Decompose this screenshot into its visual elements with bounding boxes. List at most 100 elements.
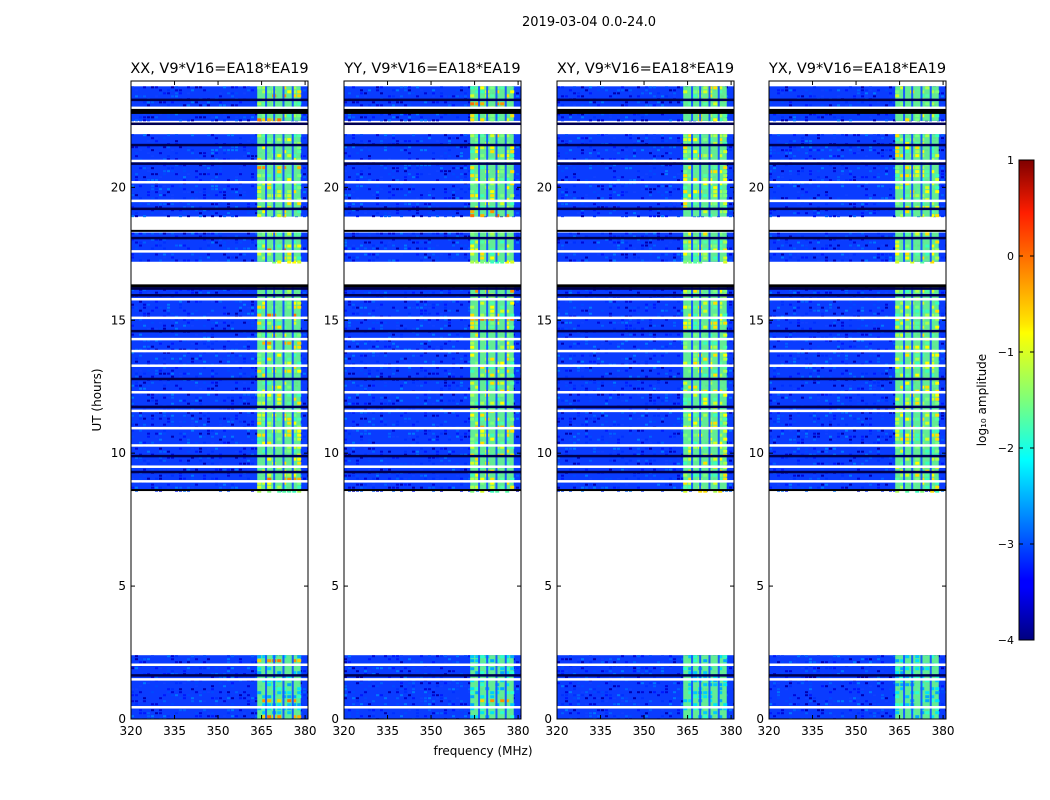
dark-row bbox=[344, 470, 521, 474]
flagged-row bbox=[557, 426, 734, 430]
dark-row bbox=[557, 329, 734, 333]
colorbar-tick-label: −1 bbox=[998, 346, 1014, 359]
dark-row bbox=[344, 207, 521, 211]
band-gap bbox=[911, 134, 914, 217]
y-tick-label: 5 bbox=[756, 579, 764, 593]
y-tick-label: 15 bbox=[537, 313, 552, 327]
band-gap bbox=[699, 232, 702, 262]
x-tick-label: 335 bbox=[163, 724, 186, 738]
band-gap bbox=[903, 86, 906, 121]
flagged-row bbox=[344, 316, 521, 320]
band-gap bbox=[691, 134, 694, 217]
flagged-row bbox=[344, 706, 521, 709]
band-gap bbox=[282, 232, 285, 262]
y-tick-label: 10 bbox=[324, 446, 339, 460]
dark-row bbox=[131, 207, 308, 211]
x-tick-label: 350 bbox=[207, 724, 230, 738]
x-tick-label: 320 bbox=[546, 724, 569, 738]
x-tick-label: 335 bbox=[801, 724, 824, 738]
band-gap bbox=[929, 285, 932, 491]
y-tick-label: 0 bbox=[544, 712, 552, 726]
dark-row bbox=[557, 98, 734, 102]
dark-row bbox=[769, 236, 946, 240]
dark-row bbox=[769, 674, 946, 677]
separator-row bbox=[131, 229, 308, 232]
flagged-row bbox=[131, 199, 308, 203]
dark-row bbox=[344, 674, 521, 677]
dark-row bbox=[769, 454, 946, 458]
band-gap bbox=[486, 285, 489, 491]
dark-row bbox=[131, 405, 308, 409]
x-tick-label: 350 bbox=[845, 724, 868, 738]
band-gap bbox=[691, 232, 694, 262]
band-gap bbox=[903, 134, 906, 217]
flagged-row bbox=[769, 297, 946, 301]
band-gap bbox=[691, 655, 694, 719]
separator-row bbox=[557, 229, 734, 232]
flagged-row bbox=[557, 444, 734, 447]
flagged-row bbox=[131, 678, 308, 681]
dark-row bbox=[131, 454, 308, 458]
dark-row bbox=[557, 470, 734, 474]
band-gap bbox=[708, 232, 711, 262]
x-tick-label: 365 bbox=[250, 724, 273, 738]
flagged-row bbox=[131, 409, 308, 413]
band-gap bbox=[291, 655, 294, 719]
dark-row bbox=[344, 454, 521, 458]
band-gap bbox=[717, 86, 720, 121]
separator-row bbox=[344, 108, 521, 114]
flagged-row bbox=[769, 444, 946, 447]
band-gap bbox=[903, 285, 906, 491]
flagged-row bbox=[344, 181, 521, 184]
flagged-row bbox=[557, 465, 734, 468]
dark-row bbox=[131, 377, 308, 381]
band-gap bbox=[478, 655, 481, 719]
band-gap bbox=[717, 232, 720, 262]
x-tick-label: 320 bbox=[333, 724, 356, 738]
band-gap bbox=[282, 285, 285, 491]
band-gap bbox=[911, 86, 914, 121]
dark-row bbox=[557, 287, 734, 290]
band-gap bbox=[273, 134, 276, 217]
flagged-row bbox=[769, 426, 946, 430]
separator-row bbox=[557, 284, 734, 288]
colorbar-tick-label: −3 bbox=[998, 538, 1014, 551]
y-tick-label: 15 bbox=[324, 313, 339, 327]
separator-row bbox=[769, 229, 946, 232]
panel-title: XY, V9*V16=EA18*EA19 bbox=[557, 61, 734, 77]
heatmap-area bbox=[769, 86, 946, 719]
band-gap bbox=[478, 86, 481, 121]
band-gap bbox=[903, 232, 906, 262]
x-tick-label: 365 bbox=[676, 724, 699, 738]
flagged-row bbox=[769, 391, 946, 394]
band-gap bbox=[273, 86, 276, 121]
heatmap-area bbox=[344, 86, 521, 719]
flagged-row bbox=[131, 316, 308, 320]
band-gap bbox=[929, 86, 932, 121]
dark-row bbox=[769, 143, 946, 147]
axes-frame bbox=[556, 80, 735, 720]
band-gap bbox=[920, 134, 923, 217]
flagged-row bbox=[769, 480, 946, 483]
dark-row bbox=[344, 405, 521, 409]
dark-row bbox=[769, 162, 946, 165]
separator-row bbox=[769, 489, 946, 492]
separator-row bbox=[131, 108, 308, 114]
flagged-row bbox=[769, 106, 946, 110]
flagged-row bbox=[557, 706, 734, 709]
x-tick-label: 380 bbox=[720, 724, 743, 738]
flagged-row bbox=[131, 337, 308, 341]
flagged-row bbox=[131, 706, 308, 709]
dark-row bbox=[557, 377, 734, 381]
band-gap bbox=[708, 86, 711, 121]
flagged-row bbox=[557, 391, 734, 394]
band-gap bbox=[708, 134, 711, 217]
flagged-row bbox=[131, 426, 308, 430]
dark-row bbox=[344, 377, 521, 381]
panel-3: 320 335 350 365 380 0 5 10 15 20 YX, V9*V16=EA18*E… bbox=[749, 61, 955, 738]
dark-row bbox=[557, 236, 734, 240]
y-tick-label: 20 bbox=[324, 180, 339, 194]
band-gap bbox=[504, 134, 507, 217]
separator-row bbox=[769, 284, 946, 288]
